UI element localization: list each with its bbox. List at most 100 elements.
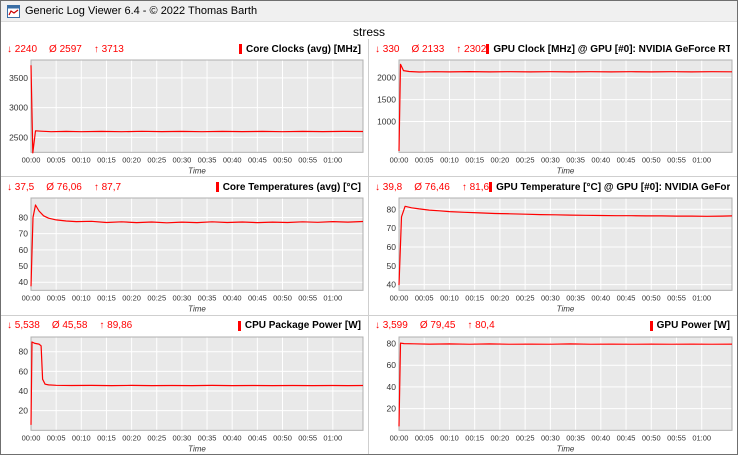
chart-title: Core Temperatures (avg) [°C] [222,181,361,193]
y-tick-label: 70 [19,229,29,239]
x-tick-label: 00:40 [591,155,610,164]
x-tick-label: 00:20 [122,155,141,164]
x-tick-label: 00:00 [22,294,41,303]
x-tick-label: 00:35 [198,294,217,303]
stat-avg: Ø 45,58 [51,320,88,332]
x-tick-label: 00:10 [72,433,91,442]
x-tick-label: 00:25 [516,294,535,303]
y-tick-label: 80 [19,346,29,356]
stat-avg: Ø 2597 [49,43,82,55]
x-tick-label: 00:25 [147,433,166,442]
y-tick-label: 2500 [9,132,28,142]
x-tick-label: 01:00 [692,294,711,303]
chart-header: ↓ 2240 Ø 2597 ↑ 3713 Core Clocks (avg) [… [1,39,368,56]
x-tick-label: 00:45 [248,294,267,303]
chart-title-group: Core Clocks (avg) [MHz] [238,43,361,55]
x-tick-label: 00:40 [223,294,242,303]
plot-area[interactable] [399,336,732,430]
y-tick-label: 40 [19,278,29,288]
time-axis-label: Time [188,444,206,453]
chart-title-group: Core Temperatures (avg) [°C] [215,181,361,193]
chart-plot[interactable]: 2500 3000 3500 00:00 00:05 00:10 00:15 00:20 00:… [1,56,368,176]
x-tick-label: 00:50 [273,155,292,164]
y-tick-label: 80 [387,338,397,348]
chart-plot[interactable]: 1000 1500 2000 00:00 00:05 00:10 00:15 00:20 00:… [369,56,737,176]
y-tick-label: 60 [19,366,29,376]
x-tick-label: 00:45 [248,155,267,164]
time-axis-label: Time [188,305,206,314]
chart-header: ↓ 37,5 Ø 76,06 ↑ 87,7 Core Temperatures … [1,177,368,194]
x-tick-label: 00:10 [440,155,459,164]
chart-title-group: CPU Package Power [W] [237,320,361,331]
x-tick-label: 00:55 [667,433,686,442]
x-tick-label: 00:10 [72,294,91,303]
chart-plot[interactable]: 40 50 60 70 80 00:00 00:05 00:10 00:15 00:20 00:25… [1,194,368,314]
chart-header: ↓ 330 Ø 2133 ↑ 2302 GPU Clock [MHz] @ GP… [369,39,737,56]
x-tick-label: 00:55 [298,155,317,164]
y-tick-label: 3500 [9,73,28,83]
x-tick-label: 00:20 [491,433,510,442]
y-tick-label: 80 [19,213,29,223]
chart-panel: ↓ 2240 Ø 2597 ↑ 3713 Core Clocks (avg) [… [1,39,369,178]
y-tick-label: 2000 [377,73,396,83]
chart-panel: ↓ 39,8 Ø 76,46 ↑ 81,6 GPU Temperature [°… [369,177,737,316]
chart-title: GPU Temperature [°C] @ GPU [#0]: NVIDIA … [496,181,730,193]
x-tick-label: 00:25 [147,155,166,164]
stat-min: ↓ 2240 [7,43,38,55]
y-tick-label: 1000 [377,117,396,127]
app-icon [7,4,20,18]
chart-plot[interactable]: 20 40 60 80 00:00 00:05 00:10 00:15 00:20 00:25 00… [369,333,737,454]
x-tick-label: 00:05 [415,433,434,442]
y-tick-label: 40 [387,382,397,392]
stat-max: ↑ 81,6 [461,181,490,193]
x-tick-label: 00:10 [440,433,459,442]
chart-title: GPU Power [W] [656,320,730,332]
plot-area[interactable] [31,336,363,430]
x-tick-label: 00:45 [617,155,636,164]
x-tick-label: 00:00 [390,155,409,164]
x-tick-label: 00:50 [273,294,292,303]
chart-grid: ↓ 2240 Ø 2597 ↑ 3713 Core Clocks (avg) [… [1,39,737,454]
series-line [30,204,364,287]
time-axis-label: Time [188,166,206,175]
x-tick-label: 00:50 [642,155,661,164]
title-bar[interactable]: Generic Log Viewer 6.4 - © 2022 Thomas B… [1,1,737,22]
x-tick-label: 00:30 [541,433,560,442]
chart-stats: ↓ 5,538 Ø 45,58 ↑ 89,86 [7,320,132,331]
x-tick-label: 01:00 [692,433,711,442]
stat-min: ↓ 330 [375,43,400,55]
time-axis-label: Time [557,444,575,453]
plot-border [30,197,364,292]
x-tick-label: 00:30 [541,155,560,164]
chart-title-group: GPU Clock [MHz] @ GPU [#0]: NVIDIA GeFor… [486,44,730,55]
chart-header: ↓ 5,538 Ø 45,58 ↑ 89,86 CPU Package Powe… [1,316,368,333]
series-color-marker-icon [486,44,490,54]
y-tick-label: 40 [387,280,397,290]
x-tick-label: 00:00 [390,433,409,442]
chart-panel: ↓ 330 Ø 2133 ↑ 2302 GPU Clock [MHz] @ GP… [369,39,737,178]
y-tick-label: 80 [387,205,397,215]
chart-plot[interactable]: 20 40 60 80 00:00 00:05 00:10 00:15 00:20 00:25 00… [1,333,368,454]
x-tick-label: 00:35 [566,155,585,164]
log-name: stress [352,25,385,39]
y-tick-label: 40 [19,386,29,396]
chart-header: ↓ 3,599 Ø 79,45 ↑ 80,4 GPU Power [W] [369,316,737,333]
time-axis-label: Time [557,305,575,314]
window-title: Generic Log Viewer 6.4 - © 2022 Thomas B… [25,5,258,17]
plot-border [398,336,733,431]
x-tick-label: 00:45 [617,433,636,442]
plot-area[interactable] [31,198,363,291]
x-tick-label: 00:15 [465,294,484,303]
x-tick-label: 00:35 [198,433,217,442]
chart-stats: ↓ 330 Ø 2133 ↑ 2302 [375,44,486,55]
chart-title: Core Clocks (avg) [MHz] [245,43,361,55]
chart-plot[interactable]: 40 50 60 70 80 00:00 00:05 00:10 00:15 00:20 00:25… [369,194,737,314]
plot-area[interactable] [31,60,363,153]
series-line [398,206,733,286]
plot-area[interactable] [399,60,732,153]
chart-panel: ↓ 37,5 Ø 76,06 ↑ 87,7 Core Temperatures … [1,177,369,316]
stat-min: ↓ 39,8 [375,181,403,193]
x-tick-label: 00:55 [298,294,317,303]
x-tick-label: 00:05 [415,294,434,303]
x-tick-label: 00:35 [566,433,585,442]
